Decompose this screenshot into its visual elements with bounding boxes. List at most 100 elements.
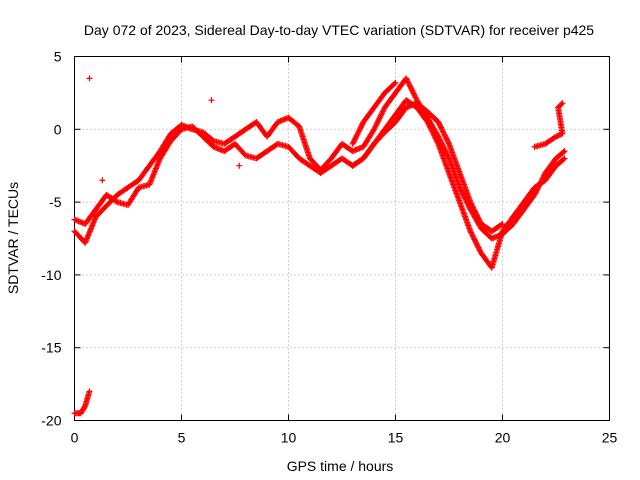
data-point <box>439 127 446 134</box>
data-point <box>353 134 360 141</box>
data-point <box>403 76 410 83</box>
data-point <box>472 208 479 215</box>
data-point <box>372 123 379 130</box>
data-point <box>445 139 452 146</box>
data-point <box>408 86 415 93</box>
data-point <box>371 124 378 131</box>
plot-frame <box>74 56 610 421</box>
data-point <box>407 84 414 91</box>
y-ticks: 5 0 -5 -10 -15 -20 <box>41 49 610 429</box>
data-point <box>473 211 480 218</box>
data-point <box>86 388 93 395</box>
data-point <box>440 144 447 151</box>
data-point <box>538 176 545 183</box>
data-point <box>443 135 450 142</box>
data-point <box>236 162 243 169</box>
data-point <box>355 129 362 136</box>
y-tick-label: 0 <box>54 121 62 137</box>
data-point <box>376 115 383 122</box>
x-tick-label: 15 <box>388 430 404 446</box>
data-point <box>411 93 418 100</box>
data-point <box>437 124 444 131</box>
data-point <box>462 196 469 203</box>
data-point <box>442 134 449 141</box>
data-point <box>532 189 539 196</box>
data-point <box>475 244 482 251</box>
data-point <box>379 109 386 116</box>
data-point <box>379 108 386 115</box>
series-track-1 <box>71 97 568 271</box>
data-point <box>476 245 483 252</box>
data-point <box>560 156 567 163</box>
data-point <box>539 175 546 182</box>
data-point <box>411 91 418 98</box>
y-tick-label: -20 <box>41 413 61 429</box>
data-point <box>438 140 445 147</box>
data-point <box>560 149 567 156</box>
data-point <box>441 131 448 138</box>
data-point <box>409 87 416 94</box>
data-point <box>437 123 444 130</box>
data-point <box>349 140 356 147</box>
data-point <box>472 210 479 217</box>
data-point <box>406 82 413 89</box>
y-tick-label: -15 <box>41 340 61 356</box>
data-point <box>357 124 364 131</box>
data-point <box>443 151 450 158</box>
data-point <box>461 194 468 201</box>
data-point <box>443 136 450 143</box>
data-point <box>469 203 476 210</box>
data-point <box>439 128 446 135</box>
data-point <box>472 237 479 244</box>
data-point <box>474 212 481 219</box>
data-point <box>467 228 474 235</box>
data-point <box>558 101 565 108</box>
data-point <box>350 139 357 146</box>
data-point <box>561 155 568 162</box>
data-point <box>535 183 542 190</box>
data-point <box>468 229 475 236</box>
data-point <box>474 241 481 248</box>
series-outliers <box>86 75 243 184</box>
data-point <box>441 132 448 139</box>
data-point <box>441 145 448 152</box>
data-point <box>472 239 479 246</box>
data-point <box>499 220 506 227</box>
data-point <box>471 236 478 243</box>
data-point <box>412 94 419 101</box>
x-tick-label: 5 <box>178 430 186 446</box>
data-point <box>405 80 412 87</box>
data-point <box>86 75 93 82</box>
data-point <box>470 205 477 212</box>
x-tick-label: 0 <box>71 430 79 446</box>
data-point <box>444 138 451 145</box>
x-tick-label: 25 <box>602 430 618 446</box>
data-point <box>476 216 483 223</box>
data-point <box>374 119 381 126</box>
data-point <box>537 179 544 186</box>
data-point <box>436 121 443 128</box>
data-point <box>445 154 452 161</box>
data-point <box>371 126 378 133</box>
data-point <box>540 174 547 181</box>
data-point <box>351 136 358 143</box>
data-point <box>474 243 481 250</box>
data-point <box>561 148 568 155</box>
data-point <box>380 107 387 114</box>
data-point <box>468 230 475 237</box>
data-point <box>468 200 475 207</box>
series-track-6 <box>71 388 93 417</box>
data-point <box>373 120 380 127</box>
data-point <box>443 149 450 156</box>
y-axis-label: SDTVAR / TECUs <box>5 182 21 294</box>
data-point <box>474 214 481 221</box>
data-point <box>405 79 412 86</box>
data-point <box>440 129 447 136</box>
data-point <box>404 78 411 85</box>
data-point <box>439 141 446 148</box>
data-point <box>470 235 477 242</box>
data-point <box>437 137 444 144</box>
data-point <box>437 139 444 146</box>
data-point <box>435 120 442 127</box>
